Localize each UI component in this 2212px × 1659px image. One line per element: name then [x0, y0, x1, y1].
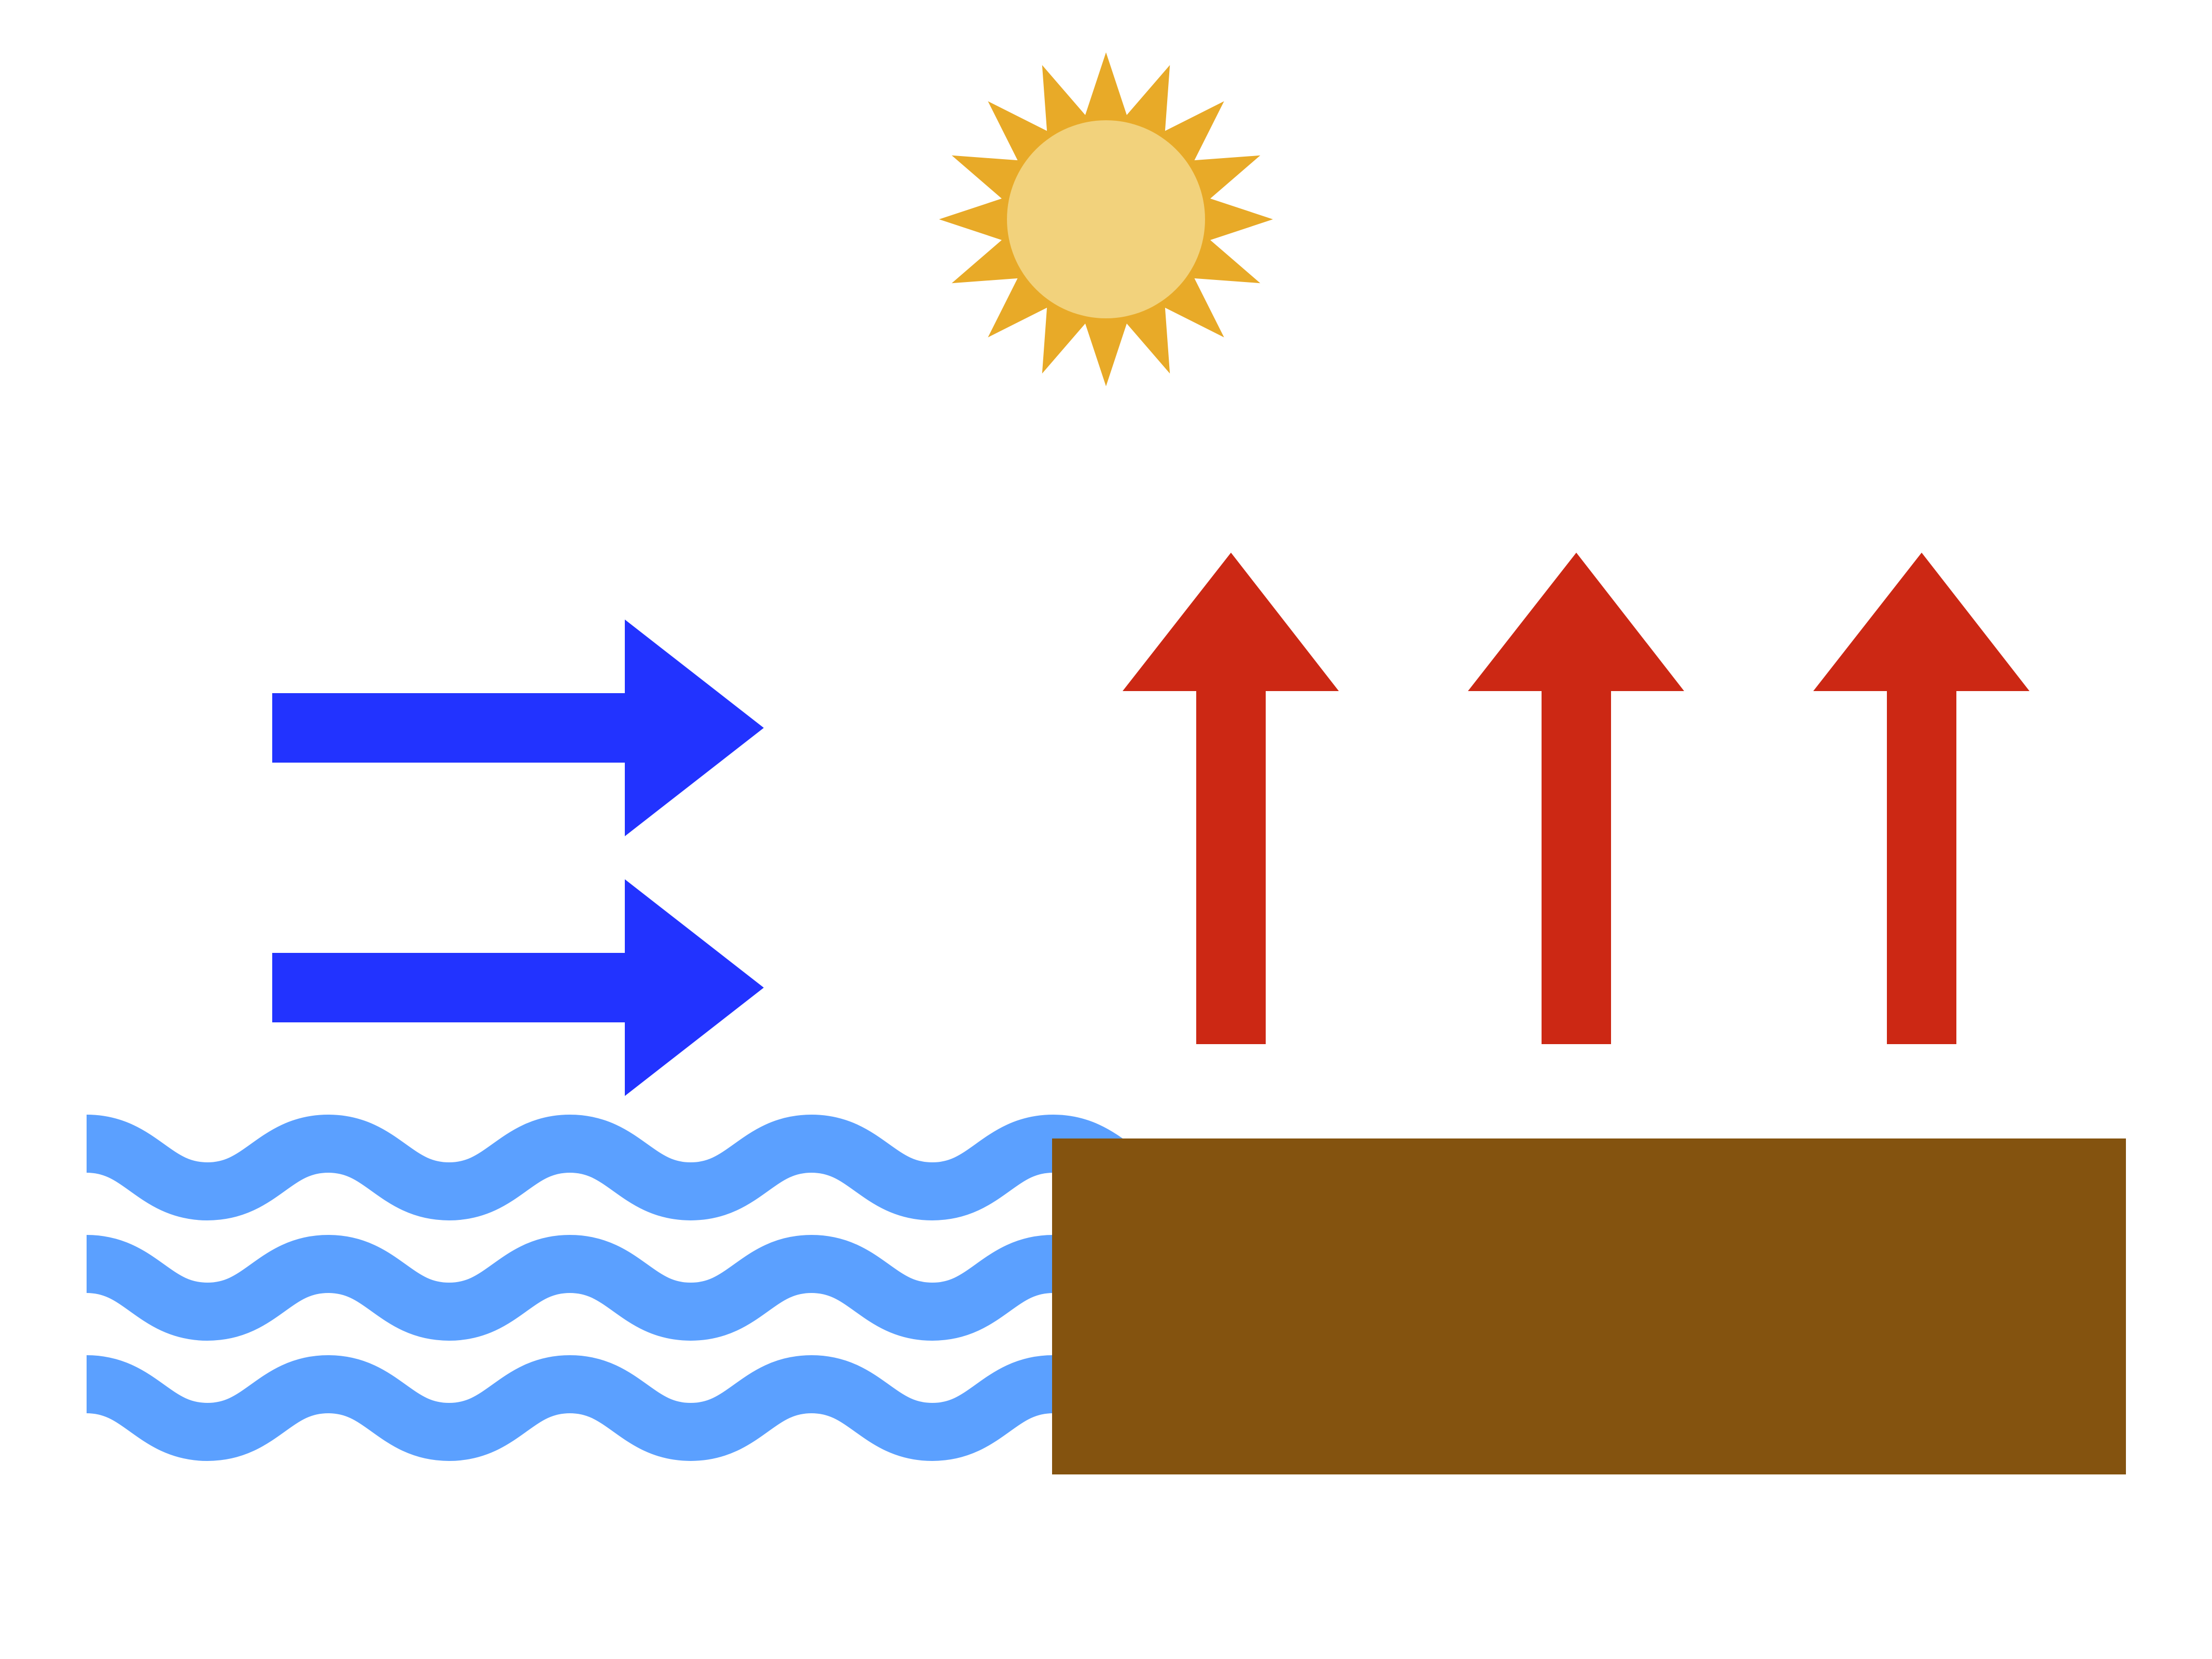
- warm-air-arrows: [1123, 553, 2029, 1044]
- water: [85, 1114, 1175, 1461]
- wave-icon: [85, 1234, 1175, 1341]
- up-arrow-icon: [1468, 553, 1684, 1044]
- sun-icon: [939, 52, 1273, 386]
- sun-disc: [1007, 120, 1205, 318]
- right-arrow-icon: [272, 879, 764, 1096]
- cool-air-arrows: [272, 620, 764, 1096]
- up-arrow-icon: [1813, 553, 2029, 1044]
- up-arrow-icon: [1123, 553, 1339, 1044]
- wave-icon: [85, 1114, 1175, 1221]
- land-block: [1052, 1138, 2126, 1474]
- wave-icon: [85, 1355, 1175, 1461]
- right-arrow-icon: [272, 620, 764, 836]
